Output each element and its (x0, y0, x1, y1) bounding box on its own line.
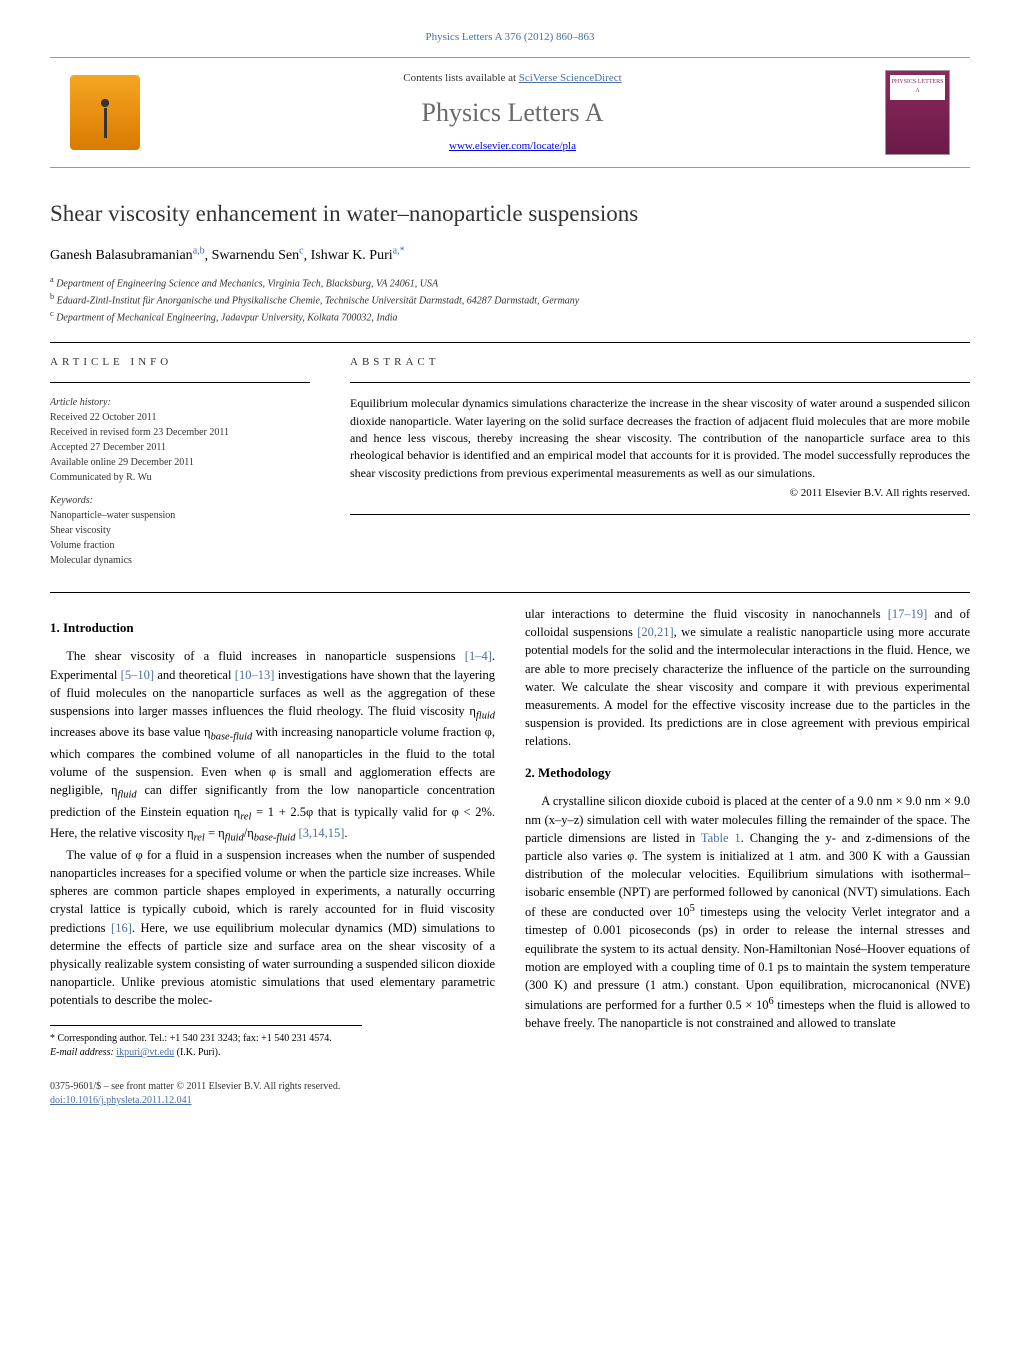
corr-author-email[interactable]: ikpuri@vt.edu (116, 1047, 174, 1058)
corresponding-author-footnote: * Corresponding author. Tel.: +1 540 231… (50, 1025, 362, 1060)
left-column: 1. Introduction The shear viscosity of a… (50, 605, 495, 1060)
keyword-2: Shear viscosity (50, 523, 310, 538)
history-label: Article history: (50, 395, 310, 410)
authors-line: Ganesh Balasubramaniana,b, Swarnendu Sen… (50, 245, 970, 266)
doi-link[interactable]: doi:10.1016/j.physleta.2011.12.041 (50, 1095, 192, 1106)
intro-para-1: The shear viscosity of a fluid increases… (50, 647, 495, 846)
ref-5-10[interactable]: [5–10] (121, 668, 154, 682)
abstract-column: ABSTRACT Equilibrium molecular dynamics … (350, 355, 970, 568)
page-footer: 0375-9601/$ – see front matter © 2011 El… (50, 1080, 970, 1108)
ref-10-13[interactable]: [10–13] (235, 668, 275, 682)
keyword-1: Nanoparticle–water suspension (50, 508, 310, 523)
history-received: Received 22 October 2011 (50, 410, 310, 425)
email-label: E-mail address: (50, 1047, 116, 1058)
article-info-column: ARTICLE INFO Article history: Received 2… (50, 355, 310, 568)
intro-para-3: ular interactions to determine the fluid… (525, 605, 970, 750)
author-2: Swarnendu Senc (212, 248, 304, 263)
table-1-ref[interactable]: Table 1 (701, 831, 741, 845)
corr-author-contact: * Corresponding author. Tel.: +1 540 231… (50, 1032, 362, 1046)
article-title: Shear viscosity enhancement in water–nan… (50, 198, 970, 230)
history-accepted: Accepted 27 December 2011 (50, 440, 310, 455)
keywords-label: Keywords: (50, 493, 310, 508)
journal-cover-thumbnail: PHYSICS LETTERS A (885, 70, 950, 155)
history-revised: Received in revised form 23 December 201… (50, 425, 310, 440)
citation-header: Physics Letters A 376 (2012) 860–863 (50, 30, 970, 45)
journal-banner: Contents lists available at SciVerse Sci… (50, 57, 970, 168)
introduction-heading: 1. Introduction (50, 619, 495, 637)
right-column: ular interactions to determine the fluid… (525, 605, 970, 1060)
history-online: Available online 29 December 2011 (50, 455, 310, 470)
ref-16[interactable]: [16] (111, 921, 132, 935)
journal-name: Physics Letters A (140, 95, 885, 131)
elsevier-logo (70, 75, 140, 150)
footer-copyright: 0375-9601/$ – see front matter © 2011 El… (50, 1080, 970, 1094)
author-3: Ishwar K. Puria,* (311, 248, 405, 263)
ref-17-19[interactable]: [17–19] (888, 607, 928, 621)
ref-1-4[interactable]: [1–4] (465, 649, 492, 663)
author-2-affil[interactable]: c (299, 246, 303, 257)
author-1: Ganesh Balasubramaniana,b (50, 248, 205, 263)
history-communicated: Communicated by R. Wu (50, 470, 310, 485)
journal-homepage-link[interactable]: www.elsevier.com/locate/pla (449, 140, 576, 152)
methodology-para-1: A crystalline silicon dioxide cuboid is … (525, 792, 970, 1032)
author-1-affil[interactable]: a,b (193, 246, 205, 257)
keyword-4: Molecular dynamics (50, 553, 310, 568)
sciencedirect-link[interactable]: SciVerse ScienceDirect (519, 72, 622, 84)
article-info-heading: ARTICLE INFO (50, 355, 310, 370)
author-3-affil[interactable]: a,* (393, 246, 405, 257)
ref-20-21[interactable]: [20,21] (637, 625, 673, 639)
methodology-heading: 2. Methodology (525, 764, 970, 782)
abstract-text: Equilibrium molecular dynamics simulatio… (350, 395, 970, 482)
affiliations-block: a Department of Engineering Science and … (50, 274, 970, 326)
abstract-copyright: © 2011 Elsevier B.V. All rights reserved… (350, 486, 970, 501)
abstract-heading: ABSTRACT (350, 355, 970, 370)
keyword-3: Volume fraction (50, 538, 310, 553)
contents-available-line: Contents lists available at SciVerse Sci… (140, 71, 885, 86)
intro-para-2: The value of φ for a fluid in a suspensi… (50, 846, 495, 1009)
ref-3-14-15[interactable]: [3,14,15] (299, 826, 345, 840)
